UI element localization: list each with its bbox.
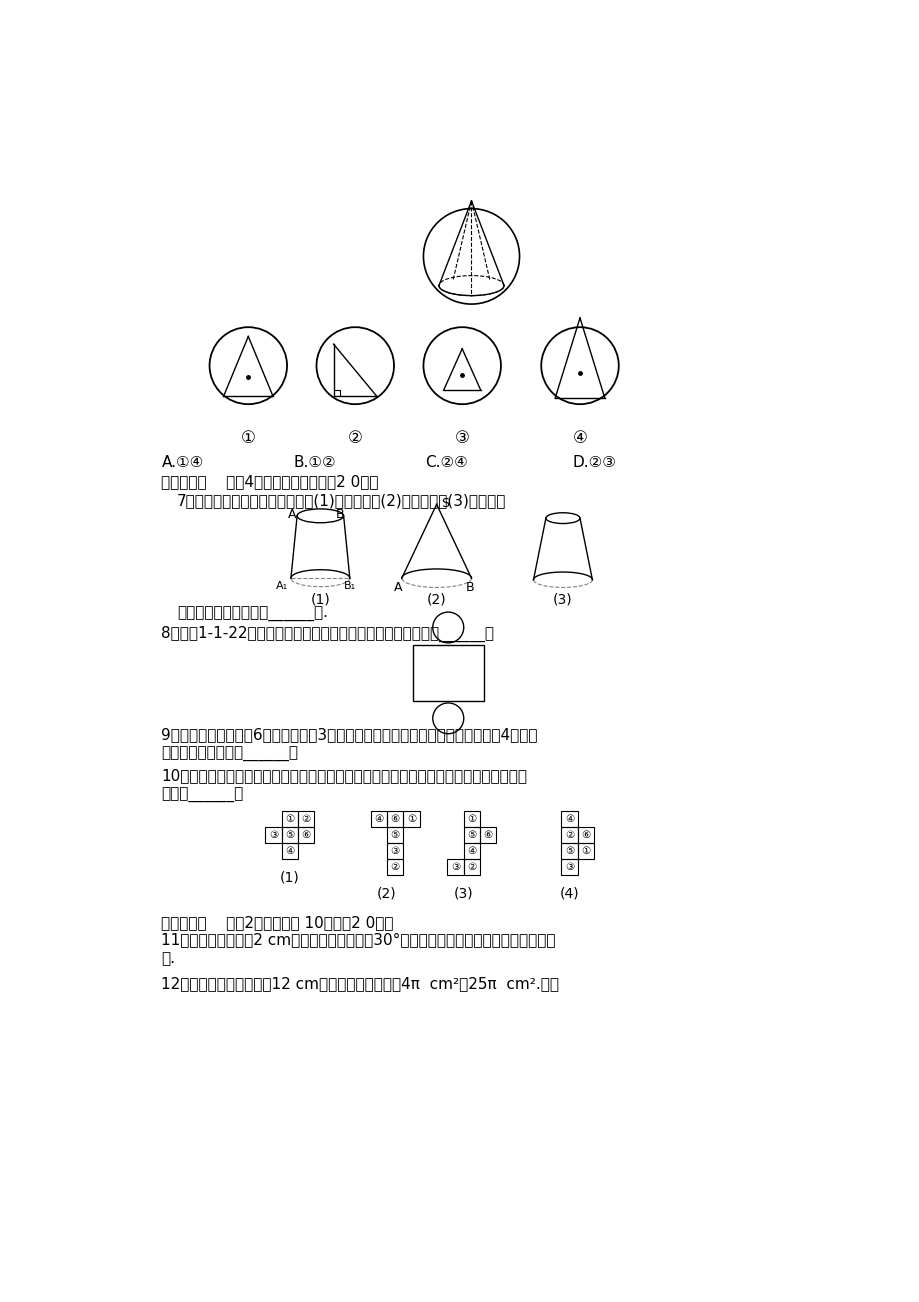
Text: ②: ② [564,829,573,840]
Bar [387,811,403,827]
Text: ⑥: ⑥ [301,829,311,840]
Text: ④: ④ [374,814,383,824]
Text: (3): (3) [453,887,473,900]
Text: ①: ① [406,814,415,824]
Text: 7、如图所示，下列几何体中，图(1)是圆柱，图(2)是圆锥，图(3)是圆台，: 7、如图所示，下列几何体中，图(1)是圆柱，图(2)是圆锥，图(3)是圆台， [176,492,505,508]
Text: ⑥: ⑥ [390,814,400,824]
Bar [281,844,298,859]
Bar [577,827,594,844]
Text: ①: ① [581,846,590,857]
Text: B: B [335,508,345,521]
Text: ③: ③ [268,829,278,840]
Text: A₁: A₁ [276,581,288,591]
Text: ①: ① [285,814,294,824]
Bar [281,811,298,827]
Bar [561,859,577,875]
Text: ⑤: ⑤ [467,829,476,840]
Text: (1): (1) [279,870,300,884]
Bar [387,827,403,844]
Text: (1): (1) [311,592,330,607]
Bar [412,646,483,700]
Text: 台的另一底面半径为______。: 台的另一底面半径为______。 [162,747,298,762]
Bar [298,811,313,827]
Text: 二、填空题    （共4小题，每题５分，共2 0分）: 二、填空题 （共4小题，每题５分，共2 0分） [162,474,379,490]
Bar [561,844,577,859]
Text: ①: ① [241,428,255,447]
Text: ⑤: ⑤ [390,829,400,840]
Text: ③: ③ [564,862,573,872]
Text: (3): (3) [552,592,573,607]
Text: ⑥: ⑥ [581,829,590,840]
Text: 上述说法正确的个数有______个.: 上述说法正确的个数有______个. [176,607,328,622]
Text: ③: ③ [390,846,400,857]
Bar [561,811,577,827]
Bar [577,844,594,859]
Text: ②: ② [390,862,400,872]
Text: B.①②: B.①② [293,454,335,470]
Text: ③: ③ [454,428,469,447]
Text: 10、下列四个平面图形都是正方体的展开图，还原成正方体后，数字排列规律完全一样的: 10、下列四个平面图形都是正方体的展开图，还原成正方体后，数字排列规律完全一样的 [162,768,527,784]
Text: B: B [465,581,474,594]
Text: 12、一个圆台的母线长为12 cm，两底面面积分别为4π  cm²和25π  cm².求：: 12、一个圆台的母线长为12 cm，两底面面积分别为4π cm²和25π cm²… [162,976,559,991]
Text: A: A [393,581,402,594]
Text: 8、如图1-1-22是一个几何体的表面展开图形，则这个几何体是______。: 8、如图1-1-22是一个几何体的表面展开图形，则这个几何体是______。 [162,626,494,642]
Bar [281,827,298,844]
Text: A: A [288,508,297,521]
Text: (2): (2) [377,887,396,900]
Bar [447,859,463,875]
Text: ④: ④ [564,814,573,824]
Bar [463,859,480,875]
Text: A.①④: A.①④ [162,454,203,470]
Bar [463,844,480,859]
Text: ③: ③ [450,862,460,872]
Text: ②: ② [301,814,311,824]
Text: C.②④: C.②④ [425,454,467,470]
Text: (2): (2) [426,592,446,607]
Text: ⑤: ⑤ [285,829,294,840]
Text: ④: ④ [467,846,476,857]
Bar [298,827,313,844]
Text: 三、解答题    （共2小题，每题 10分，共2 0分）: 三、解答题 （共2小题，每题 10分，共2 0分） [162,915,393,930]
Text: B₁: B₁ [344,581,356,591]
Text: ⑤: ⑤ [564,846,573,857]
Bar [463,811,480,827]
Bar [387,844,403,859]
Text: (4): (4) [559,887,579,900]
Bar [403,811,419,827]
Text: ②: ② [467,862,476,872]
Text: 9、一圆锥的母线长为6，底面半径为3，用该圆锥截一圆台，截得圆台的母线长为4，则圆: 9、一圆锥的母线长为6，底面半径为3，用该圆锥截一圆台，截得圆台的母线长为4，则… [162,728,538,742]
Bar [387,859,403,875]
Bar [561,827,577,844]
Bar [370,811,387,827]
Text: D.②③: D.②③ [572,454,616,470]
Bar [480,827,495,844]
Text: ①: ① [467,814,476,824]
Bar [463,827,480,844]
Bar [265,827,281,844]
Text: 积.: 积. [162,952,176,966]
Text: 11、一个圆锥的高为2 cm，母线与轴的夹角为30°，求圆锥的母线长及圆锥的轴截面的面: 11、一个圆锥的高为2 cm，母线与轴的夹角为30°，求圆锥的母线长及圆锥的轴截… [162,932,555,948]
Text: ④: ④ [572,428,587,447]
Text: S: S [441,496,448,509]
Text: 两个是______。: 两个是______。 [162,788,244,803]
Text: ④: ④ [285,846,294,857]
Text: ⑥: ⑥ [483,829,493,840]
Text: ②: ② [347,428,362,447]
